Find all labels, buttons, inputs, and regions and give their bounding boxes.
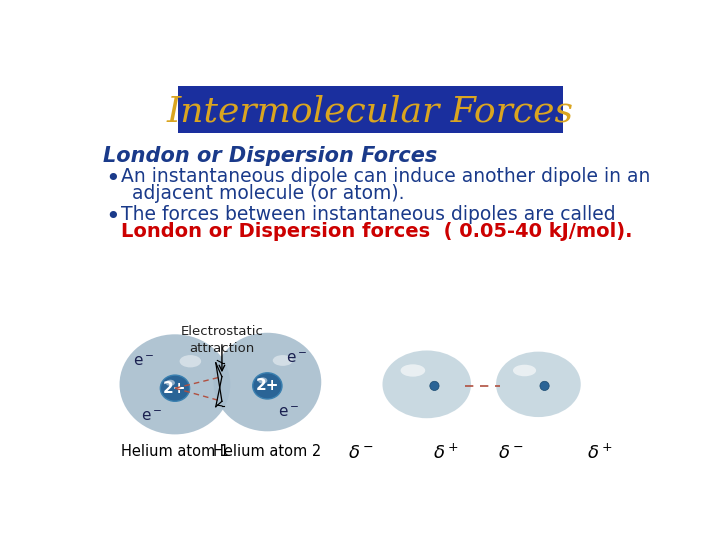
Ellipse shape [513, 364, 536, 376]
Text: $\delta^-$: $\delta^-$ [348, 444, 374, 462]
Text: e$^-$: e$^-$ [133, 354, 155, 369]
FancyBboxPatch shape [178, 86, 563, 132]
Ellipse shape [382, 350, 471, 418]
Ellipse shape [258, 377, 267, 383]
Text: adjacent molecule (or atom).: adjacent molecule (or atom). [132, 184, 405, 203]
Text: London or Dispersion Forces: London or Dispersion Forces [104, 146, 438, 166]
Text: •: • [106, 167, 120, 191]
Text: Helium atom 2: Helium atom 2 [213, 444, 322, 458]
Text: 2+: 2+ [163, 381, 186, 396]
Text: $\delta^+$: $\delta^+$ [433, 444, 459, 463]
Text: Helium atom 1: Helium atom 1 [121, 444, 229, 458]
Text: An instantaneous dipole can induce another dipole in an: An instantaneous dipole can induce anoth… [121, 167, 650, 186]
Text: e$^-$: e$^-$ [286, 352, 307, 367]
Ellipse shape [430, 381, 439, 390]
Ellipse shape [179, 355, 201, 367]
Ellipse shape [166, 380, 175, 386]
Text: London or Dispersion forces  ( 0.05-40 kJ/mol).: London or Dispersion forces ( 0.05-40 kJ… [121, 222, 633, 241]
Ellipse shape [273, 355, 293, 366]
Ellipse shape [213, 333, 321, 431]
Text: e$^-$: e$^-$ [141, 409, 163, 424]
Ellipse shape [400, 364, 426, 377]
Text: $\delta^+$: $\delta^+$ [587, 444, 613, 463]
Ellipse shape [540, 381, 549, 390]
Text: Electrostatic
attraction: Electrostatic attraction [181, 325, 264, 355]
Text: The forces between instantaneous dipoles are called: The forces between instantaneous dipoles… [121, 205, 616, 224]
Ellipse shape [496, 352, 581, 417]
Text: 2+: 2+ [256, 379, 279, 394]
Ellipse shape [253, 373, 282, 399]
Text: Intermolecular Forces: Intermolecular Forces [167, 94, 574, 128]
Text: •: • [106, 205, 120, 229]
Text: $\delta^-$: $\delta^-$ [498, 444, 524, 462]
Ellipse shape [120, 334, 230, 434]
Ellipse shape [161, 375, 189, 401]
Text: e$^-$: e$^-$ [278, 406, 300, 420]
